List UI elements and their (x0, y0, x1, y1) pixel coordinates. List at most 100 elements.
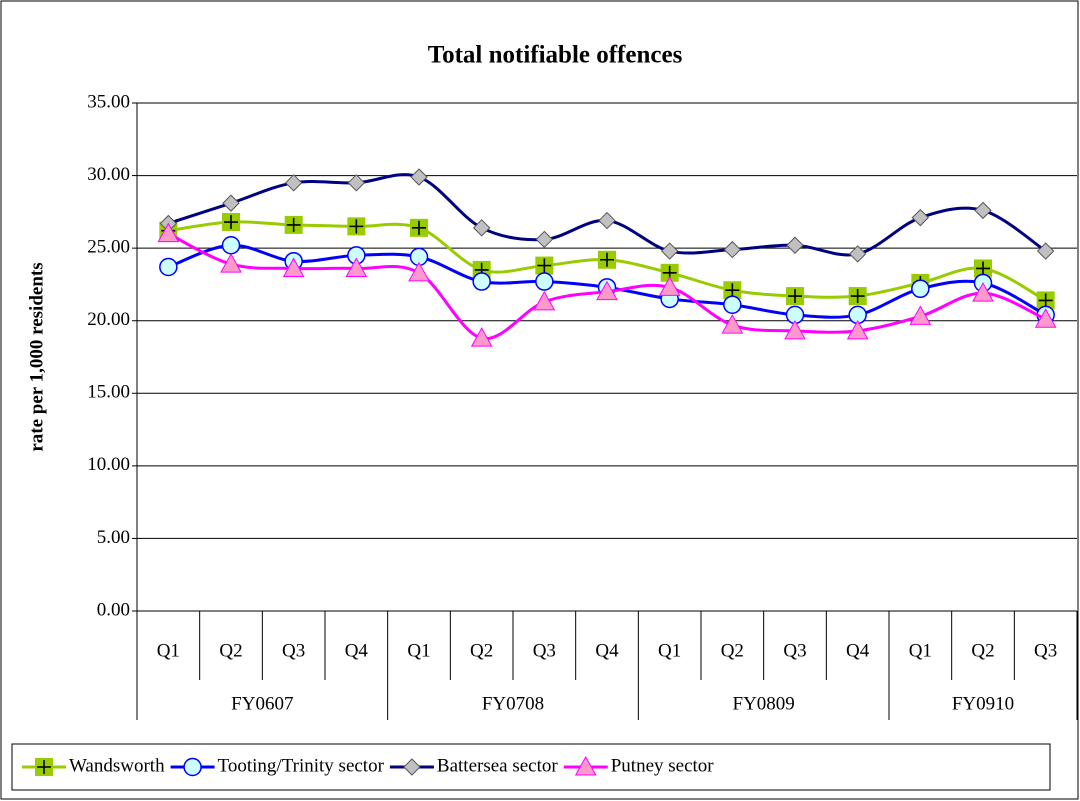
x-tick-label: Q2 (971, 640, 994, 661)
marker-triangle (470, 327, 493, 347)
legend-item: Putney sector (563, 755, 715, 776)
marker (784, 319, 806, 340)
marker (220, 253, 242, 273)
marker (472, 272, 491, 291)
marker-diamond (535, 230, 554, 249)
x-tick-label: Q2 (721, 640, 744, 661)
marker (284, 174, 303, 192)
x-tick-label: Q4 (595, 640, 619, 661)
marker-triangle (1034, 308, 1057, 328)
marker (721, 314, 744, 334)
marker-plus (412, 220, 426, 235)
marker (786, 236, 804, 254)
marker (535, 230, 554, 249)
marker (222, 213, 240, 232)
marker-triangle (784, 319, 806, 340)
y-tick-label: 20.00 (87, 309, 130, 330)
group-label: FY0607 (231, 693, 293, 714)
marker (533, 290, 556, 311)
marker (408, 261, 430, 282)
marker (1036, 291, 1055, 310)
marker (284, 215, 303, 234)
marker-triangle (574, 755, 597, 776)
marker (1034, 308, 1057, 328)
marker (222, 194, 240, 212)
marker (723, 281, 742, 300)
marker-plus (600, 252, 614, 267)
marker-diamond (911, 208, 930, 227)
marker-plus (1038, 293, 1053, 308)
legend-item: Wandsworth (22, 755, 165, 776)
y-tick-label: 5.00 (97, 527, 130, 548)
y-tick-label: 0.00 (97, 599, 130, 620)
marker-triangle (220, 253, 242, 273)
marker-triangle (721, 314, 744, 334)
marker-plus (537, 258, 552, 273)
marker (974, 201, 992, 220)
y-tick-label: 15.00 (87, 382, 130, 403)
y-tick-label: 35.00 (87, 91, 130, 112)
marker-diamond (974, 201, 992, 220)
marker (846, 319, 869, 340)
marker (403, 758, 421, 776)
marker-plus (976, 261, 990, 276)
marker-triangle (533, 290, 556, 311)
marker-circle (183, 757, 202, 777)
marker (974, 259, 992, 278)
legend-label: Putney sector (611, 755, 715, 776)
marker (911, 208, 930, 227)
x-tick-label: Q4 (846, 640, 870, 661)
marker-triangle (972, 282, 994, 302)
marker-diamond (598, 211, 616, 230)
marker-plus (286, 217, 301, 232)
marker (848, 287, 867, 306)
marker (848, 245, 867, 263)
marker (345, 257, 368, 277)
marker-diamond (786, 236, 804, 254)
marker-diamond (222, 194, 240, 212)
marker-triangle (658, 276, 681, 296)
marker (723, 295, 742, 314)
marker (183, 757, 202, 777)
x-tick-label: Q1 (658, 640, 681, 661)
group-label: FY0708 (482, 693, 544, 714)
marker-triangle (345, 257, 368, 277)
marker-diamond (410, 168, 428, 186)
marker-diamond (347, 174, 366, 192)
marker-circle (535, 272, 554, 291)
y-tick-label: 30.00 (87, 164, 130, 185)
marker-triangle (157, 222, 180, 243)
x-tick-label: Q1 (909, 640, 932, 661)
marker (574, 755, 597, 776)
marker (159, 257, 178, 277)
x-tick-label: Q3 (533, 640, 556, 661)
x-tick-label: Q2 (470, 640, 493, 661)
legend-item: Battersea sector (389, 755, 558, 776)
chart-title: Total notifiable offences (428, 42, 683, 69)
marker-triangle (596, 280, 618, 301)
x-tick-label: Q1 (157, 640, 180, 661)
y-tick-label: 25.00 (87, 237, 130, 258)
marker (786, 287, 804, 306)
legend-label: Tooting/Trinity sector (218, 755, 385, 776)
marker-diamond (284, 174, 303, 192)
x-tick-label: Q3 (282, 640, 305, 661)
marker-plus (349, 219, 364, 234)
marker (658, 276, 681, 296)
y-tick-label: 10.00 (87, 454, 130, 475)
marker (221, 235, 241, 255)
marker (660, 242, 679, 260)
marker (157, 222, 180, 243)
marker (596, 280, 618, 301)
marker-diamond (723, 240, 742, 259)
marker-diamond (1036, 242, 1055, 260)
marker-plus (37, 760, 51, 774)
marker-circle (472, 272, 491, 291)
marker-diamond (403, 758, 421, 776)
marker-circle (221, 235, 241, 255)
marker (911, 279, 930, 299)
group-label: FY0809 (733, 693, 795, 714)
marker-circle (723, 295, 742, 314)
